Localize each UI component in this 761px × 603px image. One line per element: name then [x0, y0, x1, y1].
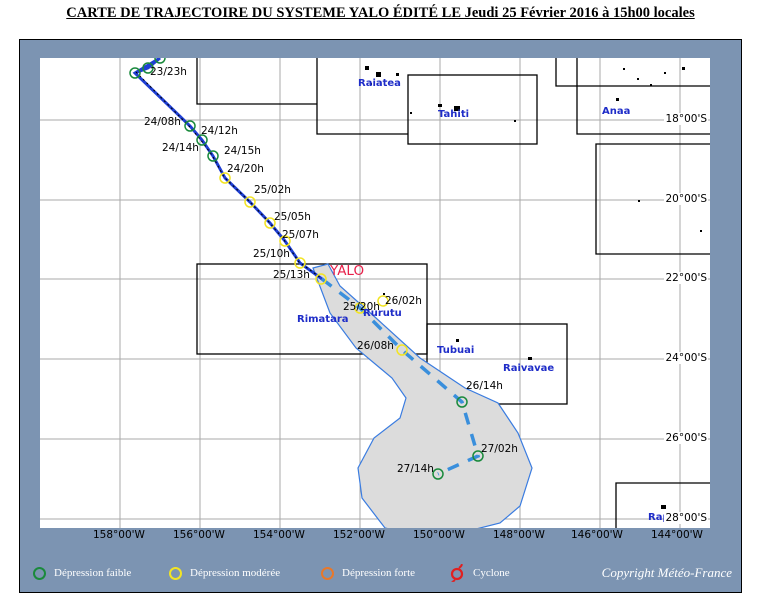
track-label: 24/14h [162, 142, 199, 154]
island-label: Rapa [648, 512, 677, 523]
copyright: Copyright Météo-France [601, 565, 732, 580]
longitude-label: 156°00'W [173, 529, 225, 541]
track-label: 25/10h [253, 248, 290, 260]
forecast-track [320, 277, 481, 476]
track-label: 25/05h [274, 211, 311, 223]
latitude-label: 26°00'S [664, 432, 708, 444]
longitude-label: 144°00'W [651, 529, 703, 541]
observed-track-dots [135, 71, 322, 279]
track-label: 24/08h [144, 116, 181, 128]
longitude-label: 152°00'W [333, 529, 385, 541]
latitude-label: 18°00'S [664, 113, 708, 125]
legend-item: Dépression forte [321, 560, 415, 586]
island-label: Tubuai [437, 345, 475, 356]
longitude-label: 154°00'W [253, 529, 305, 541]
forecast-label: 27/02h [481, 443, 518, 455]
forecast-label: 26/02h [385, 295, 422, 307]
latitude-label: 20°00'S [664, 193, 708, 205]
longitude-label: 148°00'W [493, 529, 545, 541]
longitude-label: 150°00'W [413, 529, 465, 541]
island-label: Anaa [602, 106, 631, 117]
island-shapes [365, 66, 702, 509]
track-label: 24/15h [224, 145, 261, 157]
island-label: Raiatea [358, 78, 401, 89]
map-title: CARTE DE TRAJECTOIRE DU SYSTEME YALO ÉDI… [66, 5, 695, 21]
track-label: 24/12h [201, 125, 238, 137]
track-label: 25/02h [254, 184, 291, 196]
track-label: 25/13h [273, 269, 310, 281]
legend-label: Dépression modérée [190, 567, 281, 579]
cyclone-icon [450, 564, 464, 582]
island-label: Rimatara [297, 314, 349, 325]
storm-name: YALO [330, 263, 365, 279]
latitude-label: 24°00'S [664, 352, 708, 364]
track-label: 25/07h [282, 229, 319, 241]
strong-depression-icon [321, 566, 334, 580]
legend-label: Cyclone [473, 567, 510, 579]
legend-item: Dépression faible [33, 560, 131, 586]
legend-item: Dépression modérée [169, 560, 280, 586]
latitude-label: 28°00'S [664, 512, 708, 524]
longitude-label: 158°00'W [93, 529, 145, 541]
forecast-label: 26/14h [466, 380, 503, 392]
forecast-label: 27/14h [397, 463, 434, 475]
forecast-label: 25/20h [343, 301, 380, 313]
forecast-label: 26/08h [357, 340, 394, 352]
uncertainty-cone [312, 263, 533, 528]
legend-item: Cyclone [449, 560, 510, 586]
legend-label: Dépression faible [54, 567, 132, 579]
legend: Dépression faible Dépression modérée Dép… [19, 560, 742, 586]
moderate-depression-icon [169, 566, 182, 580]
track-markers [129, 58, 484, 480]
legend-label: Dépression forte [342, 567, 416, 579]
island-label: Rurutu [363, 308, 402, 319]
map-graphics [40, 58, 710, 528]
island-label: Raivavae [503, 363, 555, 374]
trajectory-map[interactable]: YALO 23/23h 24/08h 24/12h 24/14h 24/15h … [40, 58, 710, 528]
weak-depression-icon [33, 566, 46, 580]
longitude-label: 146°00'W [571, 529, 623, 541]
latitude-label: 22°00'S [664, 272, 708, 284]
island-label: Tahiti [438, 109, 470, 120]
track-label: 23/23h [150, 66, 187, 78]
track-label: 24/20h [227, 163, 264, 175]
